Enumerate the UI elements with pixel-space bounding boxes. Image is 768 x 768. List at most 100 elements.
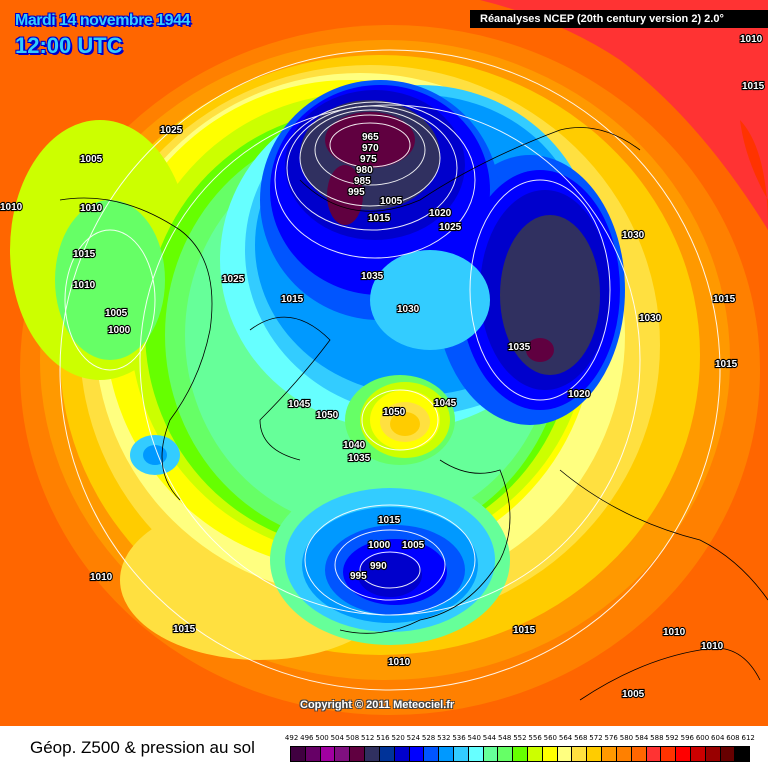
- isobar-label: 1010: [0, 202, 23, 213]
- legend-swatch: [646, 747, 662, 761]
- isobar-label: 995: [350, 571, 367, 582]
- isobar-label: 1010: [740, 34, 763, 45]
- isobar-label: 1045: [434, 398, 457, 409]
- data-source-banner: Réanalyses NCEP (20th century version 2)…: [470, 10, 768, 28]
- isobar-label: 990: [370, 561, 387, 572]
- legend-swatch: [528, 747, 543, 761]
- legend-tick: 568: [574, 734, 588, 742]
- legend-swatch: [542, 747, 558, 761]
- legend-swatch: [394, 747, 410, 761]
- legend-tick: 492: [284, 734, 299, 742]
- legend-swatch: [513, 747, 528, 761]
- isobar-labels: 1025 1005 1010 1010 1015 1010 1005 1000 1025 1015…: [0, 33, 766, 701]
- legend-swatch: [616, 747, 632, 761]
- legend-swatch: [335, 747, 351, 761]
- isobar-label: 1020: [429, 208, 452, 219]
- isobar-label: 1025: [160, 125, 183, 136]
- legend-swatch: [424, 747, 440, 761]
- isobar-label: 1015: [378, 515, 401, 526]
- isobar-label: 1045: [288, 399, 311, 410]
- legend-tick: 532: [437, 734, 451, 742]
- isobar-label: 1005: [622, 689, 645, 700]
- legend-tick: 520: [391, 734, 405, 742]
- isobar-label: 1025: [439, 222, 462, 233]
- isobar-label: 1005: [105, 308, 128, 319]
- legend-tick: 604: [711, 734, 725, 742]
- isobar-label: 1035: [361, 271, 384, 282]
- legend-swatch: [453, 747, 469, 761]
- legend-tick: 528: [421, 734, 436, 742]
- legend-tick: 608: [726, 734, 740, 742]
- legend-swatch: [557, 747, 573, 761]
- isobar-label: 1010: [388, 657, 411, 668]
- legend-tick: 600: [695, 734, 710, 742]
- legend-tick: 612: [741, 734, 755, 742]
- isobar-label: 1020: [568, 389, 591, 400]
- isobar-label: 1030: [622, 230, 645, 241]
- isobar-label: 1050: [383, 407, 406, 418]
- isobar-label: 980: [356, 165, 373, 176]
- legend-tick: 556: [528, 734, 542, 742]
- isobar-label: 1010: [73, 280, 96, 291]
- legend-swatch: [587, 747, 603, 761]
- isobar-label: 1015: [368, 213, 391, 224]
- legend-swatch: [468, 747, 484, 761]
- legend-tick: 500: [315, 734, 329, 742]
- legend-swatch: [439, 747, 454, 761]
- legend-tick: 596: [680, 734, 694, 742]
- legend-tick: 584: [634, 734, 649, 742]
- legend-swatch: [720, 747, 736, 761]
- legend-swatch: [572, 747, 588, 761]
- isobar-label: 1025: [222, 274, 245, 285]
- copyright: Copyright © 2011 Meteociel.fr: [300, 699, 455, 711]
- isobar-label: 1050: [316, 410, 339, 421]
- isobar-label: 1010: [80, 203, 103, 214]
- legend-swatch: [676, 747, 691, 761]
- isobar-label: 1005: [80, 154, 103, 165]
- legend-title: Géop. Z500 & pression au sol: [30, 738, 255, 757]
- legend-swatch: [365, 747, 380, 761]
- isobar-label: 965: [362, 132, 379, 143]
- legend-swatch: [661, 747, 677, 761]
- legend-tick: 496: [300, 734, 314, 742]
- legend-tick: 512: [361, 734, 375, 742]
- legend-swatch: [690, 747, 706, 761]
- legend-color-bar: [290, 746, 750, 762]
- legend-ticks: 492 496 500 504 508 512 516 520 524 528 532 536 540 5…: [284, 734, 756, 746]
- legend-tick: 548: [497, 734, 512, 742]
- legend-swatch: [305, 747, 321, 761]
- legend-swatch: [705, 747, 721, 761]
- legend-tick: 540: [467, 734, 481, 742]
- legend-swatch: [602, 747, 617, 761]
- isobar-label: 1000: [368, 540, 391, 551]
- isobar-label: 1015: [73, 249, 96, 260]
- legend-swatch: [379, 747, 395, 761]
- legend-swatch: [291, 747, 306, 761]
- legend-swatch: [631, 747, 647, 761]
- isobar-label: 975: [360, 154, 377, 165]
- isobar-label: 1015: [281, 294, 304, 305]
- legend-tick: 544: [482, 734, 497, 742]
- isobar-label: 1015: [715, 359, 738, 370]
- isobar-label: 1010: [90, 572, 113, 583]
- legend-swatch: [735, 747, 750, 761]
- map-time: 12:00 UTC: [15, 33, 123, 58]
- legend-swatch: [409, 747, 425, 761]
- isobar-label: 995: [348, 187, 365, 198]
- isobar-label: 970: [362, 143, 379, 154]
- legend-tick: 560: [543, 734, 558, 742]
- isobar-label: 1030: [397, 304, 420, 315]
- isobar-label: 1015: [173, 624, 196, 635]
- isobar-label: 1015: [513, 625, 536, 636]
- geopotential-map: 1025 1005 1010 1010 1015 1010 1005 1000 1025 1015…: [0, 0, 768, 726]
- legend-swatch: [498, 747, 514, 761]
- legend-tick: 508: [345, 734, 360, 742]
- isobar-label: 1010: [663, 627, 686, 638]
- legend-tick: 592: [665, 734, 679, 742]
- isobar-label: 1035: [508, 342, 531, 353]
- legend-swatch: [483, 747, 499, 761]
- legend-tick: 552: [513, 734, 527, 742]
- legend-tick: 572: [589, 734, 603, 742]
- isobar-label: 1030: [639, 313, 662, 324]
- legend-tick: 564: [558, 734, 573, 742]
